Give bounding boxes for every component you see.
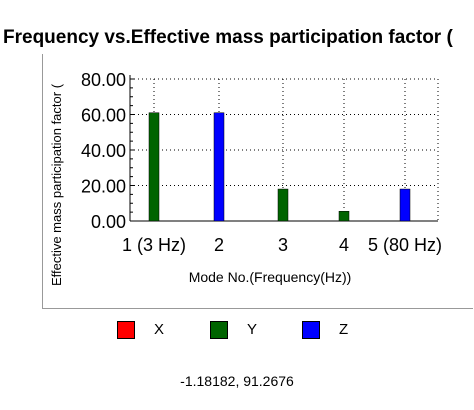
y-tick-label: 0.00	[91, 212, 126, 232]
y-tick-labels: 0.00 20.00 40.00 60.00 80.00	[81, 70, 126, 232]
y-tick-label: 20.00	[81, 177, 126, 197]
chart-plot[interactable]: 0.00 20.00 40.00 60.00 80.00 1 (3 Hz) 2 3 4 5 (8…	[0, 0, 474, 320]
legend-label-z: Z	[339, 321, 349, 338]
x-tick-labels: 1 (3 Hz) 2 3 4 5 (80 Hz)	[122, 235, 442, 255]
x-tick-label: 2	[214, 235, 224, 255]
cursor-coordinate-readout: -1.18182, 91.2676	[180, 373, 294, 389]
bar-z-2[interactable]	[213, 112, 225, 222]
axes	[129, 75, 438, 222]
legend-label-y: Y	[247, 321, 258, 338]
legend-swatch-z	[302, 321, 320, 339]
x-tick-label: 5 (80 Hz)	[368, 235, 442, 255]
x-axis-label: Mode No.(Frequency(Hz))	[188, 269, 352, 285]
x-tick-label: 1 (3 Hz)	[122, 235, 186, 255]
y-tick-label: 60.00	[81, 106, 126, 126]
legend-swatch-y	[210, 321, 228, 339]
chart-title: Frequency vs.Effective mass participatio…	[3, 27, 453, 48]
legend-label-x: X	[154, 321, 165, 338]
bar-y-3[interactable]	[277, 188, 289, 222]
bars	[148, 112, 411, 222]
x-tick-label: 4	[339, 235, 349, 255]
legend-swatch-x	[117, 321, 135, 339]
grid-lines	[130, 78, 439, 221]
bar-y-1[interactable]	[148, 112, 160, 222]
y-axis-label: Effective mass participation factor (	[49, 83, 64, 287]
chart-frame	[42, 54, 473, 309]
y-tick-label: 80.00	[81, 70, 126, 90]
y-tick-label: 40.00	[81, 141, 126, 161]
x-tick-label: 3	[278, 235, 288, 255]
legend: X Y Z	[0, 320, 474, 342]
bar-z-5[interactable]	[399, 188, 411, 222]
bar-y-4[interactable]	[338, 210, 350, 222]
